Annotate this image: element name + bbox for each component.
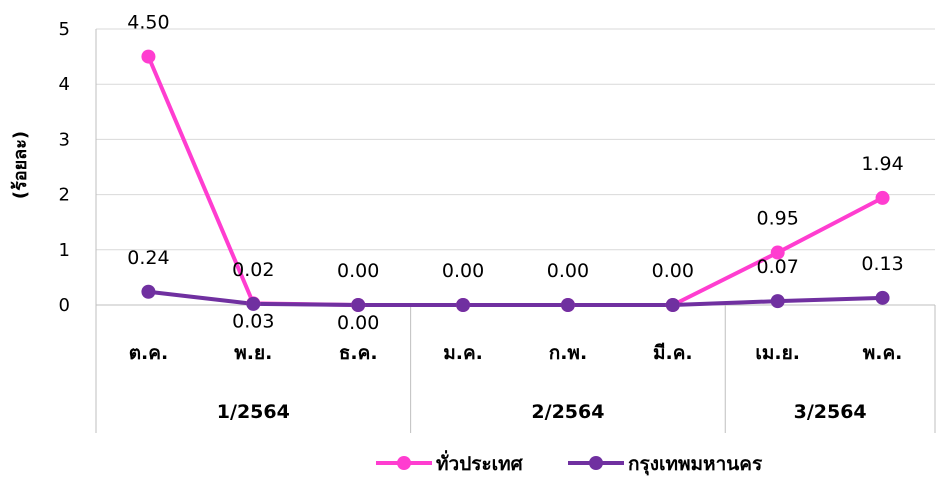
- data-label: 0.00: [547, 260, 589, 282]
- data-label: 4.50: [127, 12, 169, 34]
- y-axis-label: (ร้อยละ): [10, 131, 31, 199]
- data-label: 0.13: [861, 253, 903, 275]
- category-label: มี.ค.: [653, 342, 693, 364]
- data-label: 0.00: [337, 312, 379, 334]
- data-point: [770, 294, 785, 309]
- data-label: 0.02: [232, 259, 274, 281]
- y-tick-label: 4: [59, 74, 70, 95]
- data-point: [246, 296, 261, 311]
- y-tick-label: 5: [59, 19, 70, 40]
- legend: ทั่วประเทศ กรุงเทพมหานคร: [376, 450, 763, 476]
- category-label: พ.ย.: [234, 342, 272, 364]
- category-label: พ.ค.: [863, 342, 903, 364]
- data-label: 0.24: [127, 247, 169, 269]
- gridlines: [96, 28, 935, 251]
- y-tick-label: 1: [59, 240, 70, 261]
- y-tick-label: 2: [59, 185, 70, 206]
- y-tick-label: 3: [59, 129, 70, 150]
- y-axis-ticks: 0 1 2 3 4 5: [59, 19, 70, 316]
- data-labels: 4.50 0.03 0.00 0.95 1.94 0.24 0.02 0.00 0.00 0.00…: [127, 12, 903, 334]
- category-label: ก.พ.: [549, 342, 587, 364]
- data-label: 0.07: [757, 256, 799, 278]
- category-label: ม.ค.: [443, 342, 483, 364]
- legend-marker: [589, 456, 603, 470]
- legend-entry: กรุงเทพมหานคร: [628, 453, 763, 476]
- y-tick-label: 0: [59, 295, 70, 316]
- category-labels: ต.ค. พ.ย. ธ.ค. ม.ค. ก.พ. มี.ค. เม.ย. พ.ค.: [129, 342, 903, 364]
- data-point: [456, 298, 471, 312]
- group-label: 3/2564: [794, 401, 867, 423]
- data-label: 0.03: [232, 310, 274, 332]
- legend-entry: ทั่วประเทศ: [436, 450, 524, 475]
- category-label: เม.ย.: [755, 342, 800, 364]
- category-label: ธ.ค.: [339, 342, 378, 364]
- data-label: 0.00: [442, 260, 484, 282]
- category-label: ต.ค.: [129, 342, 168, 364]
- data-point: [351, 298, 366, 312]
- series-line: [148, 289, 883, 307]
- data-label: 1.94: [861, 153, 903, 175]
- series-lines: [141, 49, 890, 312]
- data-point: [875, 190, 890, 205]
- legend-marker: [397, 456, 411, 470]
- data-point: [141, 49, 156, 64]
- group-label: 1/2564: [217, 401, 290, 423]
- group-labels: 1/2564 2/2564 3/2564: [217, 401, 867, 423]
- data-point: [770, 245, 785, 260]
- data-point: [141, 284, 156, 299]
- data-point: [665, 298, 680, 312]
- group-label: 2/2564: [531, 401, 604, 423]
- data-label: 0.00: [652, 260, 694, 282]
- data-label: 0.00: [337, 260, 379, 282]
- data-label: 0.95: [757, 208, 799, 230]
- data-point: [560, 298, 575, 312]
- data-point: [875, 290, 890, 305]
